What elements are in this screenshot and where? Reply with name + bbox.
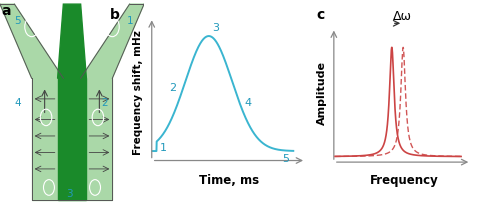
Polygon shape <box>32 78 112 200</box>
X-axis label: Frequency: Frequency <box>370 174 439 187</box>
Text: 5: 5 <box>14 16 21 26</box>
Text: 1: 1 <box>127 16 133 26</box>
Text: a: a <box>1 4 11 18</box>
Text: 5: 5 <box>282 154 289 164</box>
Text: 3: 3 <box>212 23 219 33</box>
Text: Δω: Δω <box>393 10 412 23</box>
Text: c: c <box>317 8 325 22</box>
Text: 4: 4 <box>14 98 21 108</box>
Text: 1: 1 <box>159 143 167 153</box>
Text: 2: 2 <box>101 98 108 108</box>
Polygon shape <box>58 78 86 200</box>
Text: b: b <box>110 8 120 22</box>
Text: 4: 4 <box>245 98 252 108</box>
Y-axis label: Frequency shift, mHz: Frequency shift, mHz <box>132 30 143 155</box>
Polygon shape <box>58 4 86 78</box>
Y-axis label: Amplitude: Amplitude <box>317 61 327 125</box>
Polygon shape <box>81 4 144 78</box>
Polygon shape <box>0 4 63 78</box>
X-axis label: Time, ms: Time, ms <box>199 174 259 187</box>
Text: 2: 2 <box>168 83 176 93</box>
Text: 3: 3 <box>66 189 73 199</box>
